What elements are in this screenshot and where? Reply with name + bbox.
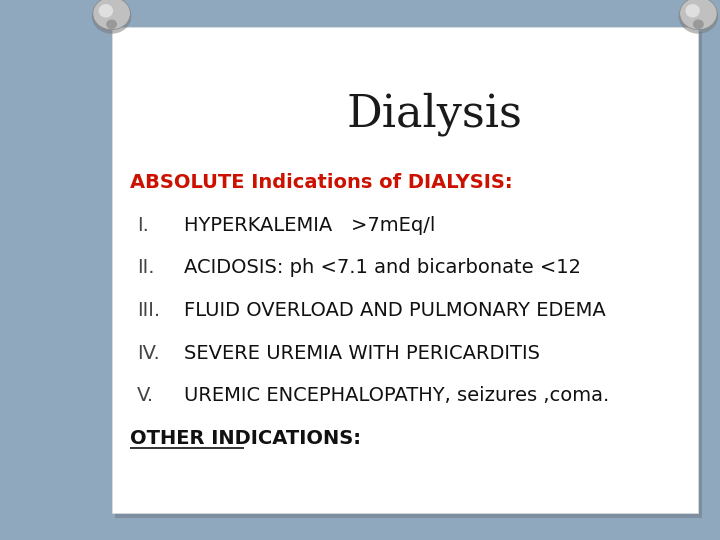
Ellipse shape [92, 0, 132, 33]
Ellipse shape [693, 19, 703, 29]
FancyBboxPatch shape [115, 32, 702, 518]
Ellipse shape [93, 0, 130, 30]
Text: HYPERKALEMIA   >7mEq/l: HYPERKALEMIA >7mEq/l [184, 215, 435, 235]
Text: III.: III. [137, 301, 160, 320]
Ellipse shape [680, 0, 717, 30]
Ellipse shape [685, 4, 700, 17]
Text: UREMIC ENCEPHALOPATHY, seizures ,coma.: UREMIC ENCEPHALOPATHY, seizures ,coma. [184, 387, 609, 406]
Text: Dialysis: Dialysis [346, 93, 522, 136]
Text: FLUID OVERLOAD AND PULMONARY EDEMA: FLUID OVERLOAD AND PULMONARY EDEMA [184, 301, 606, 320]
Text: I.: I. [137, 215, 148, 235]
Text: ACIDOSIS: ph <7.1 and bicarbonate <12: ACIDOSIS: ph <7.1 and bicarbonate <12 [184, 259, 580, 278]
Text: V.: V. [137, 387, 154, 406]
FancyBboxPatch shape [112, 27, 698, 513]
Ellipse shape [679, 0, 718, 33]
Text: OTHER INDICATIONS:: OTHER INDICATIONS: [130, 429, 361, 448]
Text: II.: II. [137, 259, 154, 278]
Text: SEVERE UREMIA WITH PERICARDITIS: SEVERE UREMIA WITH PERICARDITIS [184, 344, 539, 363]
Ellipse shape [107, 19, 117, 29]
Ellipse shape [99, 4, 113, 17]
Text: IV.: IV. [137, 344, 160, 363]
Text: ABSOLUTE Indications of DIALYSIS:: ABSOLUTE Indications of DIALYSIS: [130, 173, 512, 192]
